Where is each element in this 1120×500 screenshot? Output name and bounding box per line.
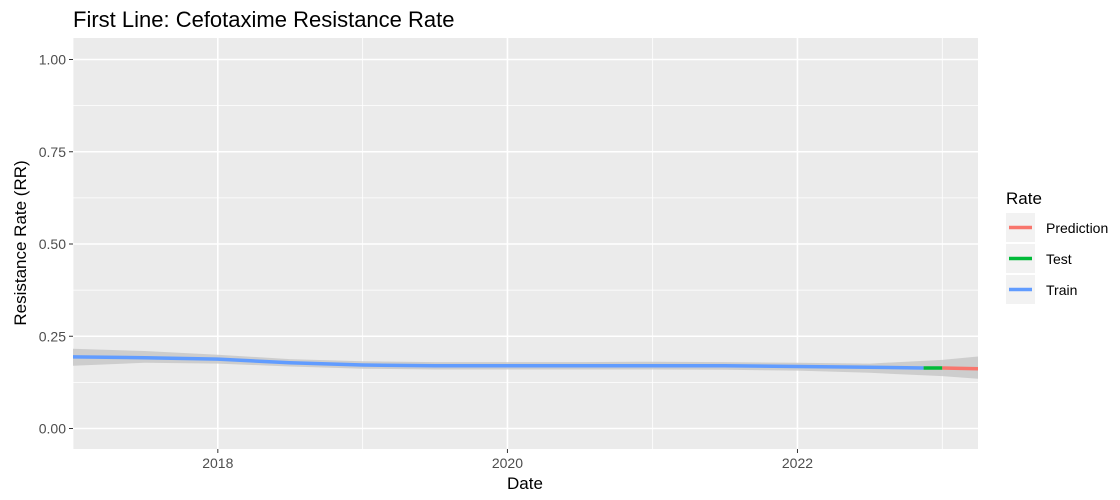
x-tick-label: 2018	[202, 455, 233, 471]
confidence-band	[73, 348, 978, 379]
series-line-prediction	[942, 366, 978, 371]
y-tick-label: 0.75	[39, 144, 66, 160]
series-line-train	[73, 355, 924, 370]
y-tick-label: 0.50	[39, 236, 66, 252]
y-tick-label: 0.00	[39, 421, 66, 437]
legend-label-train: Train	[1046, 282, 1077, 298]
legend-label-prediction: Prediction	[1046, 220, 1108, 236]
chart-title: First Line: Cefotaxime Resistance Rate	[73, 7, 455, 32]
y-tick-label: 1.00	[39, 52, 66, 68]
x-axis-label: Date	[507, 474, 543, 493]
x-tick-label: 2020	[492, 455, 523, 471]
y-tick-label: 0.25	[39, 328, 66, 344]
x-tick-label: 2022	[782, 455, 813, 471]
y-axis-label: Resistance Rate (RR)	[11, 160, 30, 325]
legend-label-test: Test	[1046, 251, 1072, 267]
legend-title: Rate	[1006, 189, 1042, 208]
